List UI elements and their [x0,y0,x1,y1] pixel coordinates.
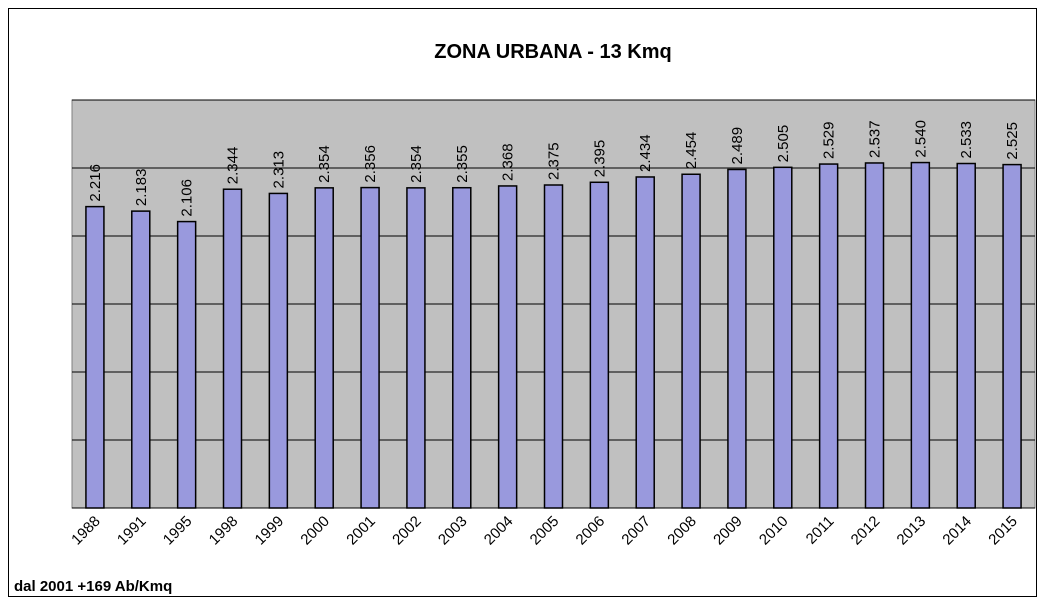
bar [1002,163,1022,509]
data-label: 2.354 [316,145,333,183]
bar [452,186,472,509]
bar [635,176,655,509]
data-label: 2.454 [683,132,700,170]
data-label: 2.313 [270,151,287,189]
bar [864,162,885,509]
data-label: 2.529 [821,122,838,160]
data-label: 2.183 [133,169,150,207]
bar [176,220,197,509]
bar [222,188,243,509]
data-label: 2.368 [500,143,517,181]
bar [818,163,839,509]
data-label: 2.525 [1004,122,1021,160]
data-label: 2.354 [408,145,425,183]
bar [910,161,931,509]
chart-title: ZONA URBANA - 13 Kmq [434,41,671,63]
bar [589,181,610,509]
data-label: 2.375 [546,142,563,180]
data-label: 2.356 [362,145,379,183]
data-label: 2.489 [729,127,746,165]
bar [85,205,105,509]
data-label: 2.434 [637,134,654,172]
annotation: dal 2001 +169 Ab/Kmq [14,578,172,595]
bar [543,184,564,509]
bar [131,210,151,509]
bar [681,173,701,509]
data-label: 2.505 [775,125,792,163]
bar [314,187,334,509]
bar [497,185,518,509]
bar [956,162,976,509]
bar [360,186,380,509]
bar [406,187,426,509]
bar [727,168,747,509]
data-label: 2.344 [225,147,242,185]
data-label: 2.533 [958,121,975,159]
data-label: 2.537 [867,120,884,158]
data-label: 2.216 [87,164,104,202]
data-label: 2.106 [179,179,196,217]
data-label: 2.540 [912,120,929,158]
data-label: 2.395 [591,140,608,178]
data-label: 2.355 [454,145,471,183]
bar [773,166,793,509]
bar [268,192,289,509]
